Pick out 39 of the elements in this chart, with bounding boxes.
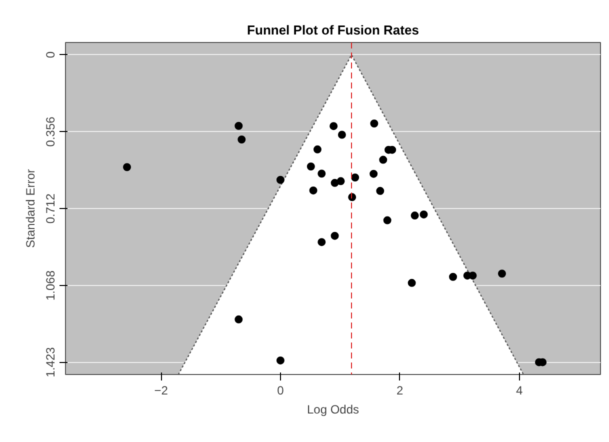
y-tick-label: 1.423 (44, 346, 58, 378)
point (330, 122, 338, 130)
point (351, 174, 360, 182)
point (408, 278, 416, 287)
y-tick-label: 0.356 (44, 116, 58, 147)
y-axis-title: Standard Error (24, 169, 38, 248)
point (309, 186, 318, 194)
x-tick-label: 2 (396, 384, 404, 398)
point (318, 238, 326, 246)
point (420, 210, 428, 218)
x-tick-label: −2 (154, 384, 168, 398)
point (234, 315, 243, 324)
point (336, 177, 345, 186)
point (276, 176, 284, 184)
point (383, 216, 392, 224)
x-tick-label: 0 (277, 384, 284, 398)
point (330, 178, 339, 187)
point (234, 122, 243, 130)
y-tick-label: 0 (44, 51, 58, 58)
point (370, 170, 378, 178)
chart-title: Funnel Plot of Fusion Rates (247, 22, 419, 38)
point (410, 212, 419, 220)
y-tick-label: 0.712 (44, 193, 58, 224)
point (330, 232, 339, 240)
point (318, 170, 326, 178)
point (123, 163, 131, 172)
point (338, 130, 346, 139)
point (238, 135, 246, 144)
point (370, 120, 378, 128)
y-tick-label: 1.068 (44, 270, 58, 301)
point (449, 272, 458, 281)
point (276, 356, 284, 364)
x-axis-title: Log Odds (306, 402, 360, 416)
x-tick-label: 4 (516, 384, 523, 398)
point (306, 162, 315, 170)
point (498, 270, 506, 278)
point (313, 145, 322, 154)
point (379, 156, 388, 164)
point (376, 186, 384, 195)
